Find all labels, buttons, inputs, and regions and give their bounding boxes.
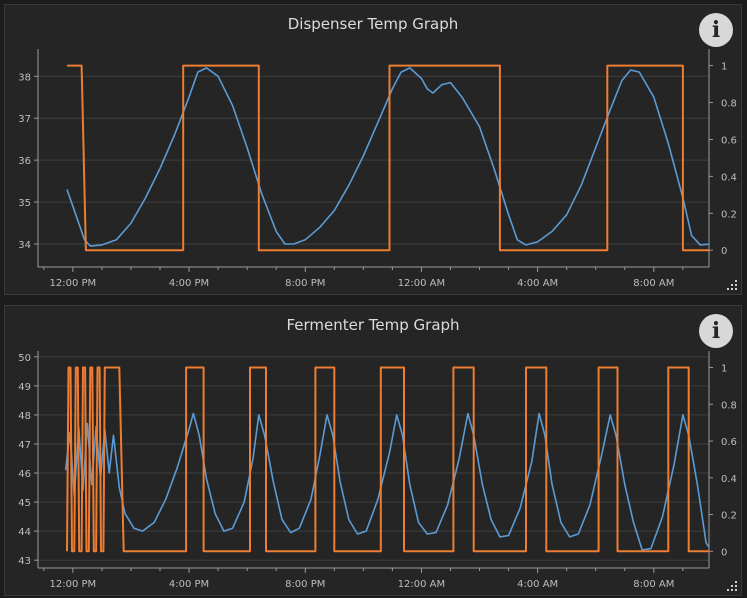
y-left-tick-label: 44: [18, 527, 31, 538]
x-tick-label: 4:00 PM: [169, 278, 209, 289]
y-left-tick-label: 48: [18, 411, 31, 422]
y-right-tick-label: 0.6: [721, 135, 737, 146]
y-right-tick-label: 0.4: [721, 474, 737, 485]
y-left-tick-label: 47: [18, 440, 31, 451]
y-left-tick-label: 34: [18, 240, 31, 251]
x-tick-label: 4:00 AM: [517, 278, 558, 289]
y-right-tick-label: 0.4: [721, 172, 737, 183]
x-tick-label: 4:00 AM: [517, 579, 558, 590]
resize-grip-icon[interactable]: [727, 581, 737, 591]
dispenser-panel: Dispenser Temp Graph i 34 35 36 37 38 0 0.2 0.4…: [4, 4, 742, 295]
y-left-tick-label: 50: [18, 353, 31, 364]
y-left-tick-label: 38: [18, 72, 31, 83]
y-left-tick-label: 43: [18, 556, 31, 567]
y-left-tick-label: 36: [18, 156, 31, 167]
x-tick-label: 8:00 AM: [633, 278, 674, 289]
y-right-tick-label: 0.2: [721, 209, 737, 220]
x-tick-label: 12:00 AM: [398, 278, 445, 289]
y-right-tick-label: 1: [721, 62, 727, 73]
x-tick-label: 4:00 PM: [169, 579, 209, 590]
chart-title: Dispenser Temp Graph: [287, 15, 459, 33]
info-icon[interactable]: i: [699, 13, 733, 47]
x-tick-label: 8:00 PM: [285, 579, 325, 590]
resize-grip-icon[interactable]: [727, 280, 737, 290]
x-tick-label: 12:00 PM: [50, 579, 97, 590]
y-right-tick-label: 0: [721, 246, 727, 257]
x-tick-label: 8:00 AM: [633, 579, 674, 590]
temperature-series-line: [64, 412, 709, 551]
y-right-tick-label: 0: [721, 547, 727, 558]
x-tick-label: 12:00 PM: [50, 278, 97, 289]
x-tick-label: 12:00 AM: [398, 579, 445, 590]
y-right-tick-label: 0.8: [721, 99, 737, 110]
x-tick-label: 8:00 PM: [285, 278, 325, 289]
info-icon[interactable]: i: [699, 314, 733, 348]
state-series-line: [66, 366, 709, 553]
fermenter-panel: Fermenter Temp Graph i 43 44 45 46 47 48 49 50 0…: [4, 305, 742, 596]
fermenter-temp-chart: 43 44 45 46 47 48 49 50 0 0.2 0.4 0.6 0.8 1 12:00 PM 4:…: [18, 351, 737, 590]
y-left-tick-label: 45: [18, 498, 31, 509]
y-left-tick-label: 46: [18, 469, 31, 480]
y-left-tick-label: 37: [18, 114, 31, 125]
dispenser-temp-chart: 34 35 36 37 38 0 0.2 0.4 0.6 0.8 1 12:00 PM 4:00 PM 8…: [18, 49, 737, 289]
y-right-tick-label: 0.8: [721, 400, 737, 411]
y-left-tick-label: 35: [18, 198, 31, 209]
y-right-tick-label: 1: [721, 364, 727, 375]
y-right-tick-label: 0.2: [721, 511, 737, 522]
state-series-line: [67, 64, 709, 252]
chart-title: Fermenter Temp Graph: [286, 316, 460, 334]
y-left-tick-label: 49: [18, 382, 31, 393]
y-right-tick-label: 0.6: [721, 437, 737, 448]
temperature-series-line: [66, 67, 709, 247]
